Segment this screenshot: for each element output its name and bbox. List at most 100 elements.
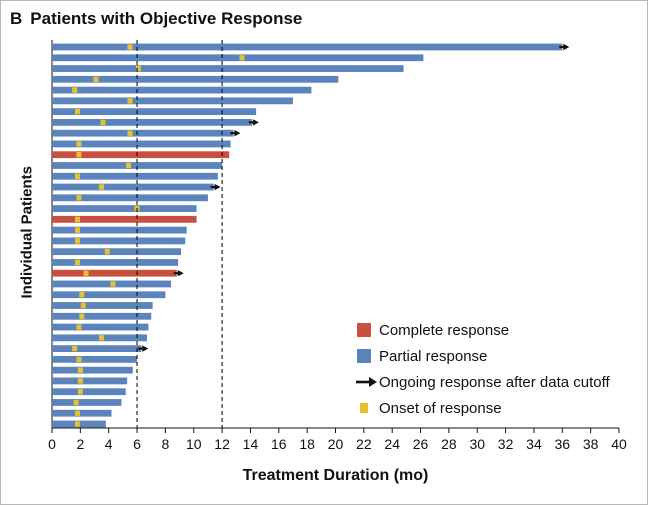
panel-title: B Patients with Objective Response [10, 9, 302, 29]
patient-bar [52, 248, 181, 256]
onset-marker [127, 98, 133, 104]
x-tick-label: 28 [441, 436, 457, 452]
legend-label-onset: Onset of response [379, 399, 502, 417]
x-tick-label: 18 [299, 436, 315, 452]
patient-bar [52, 162, 223, 169]
onset-marker [93, 76, 99, 83]
x-tick-label: 30 [469, 436, 485, 452]
patient-bar [52, 172, 218, 180]
patient-bar [52, 108, 257, 116]
onset-marker [75, 227, 81, 233]
onset-marker [83, 270, 89, 276]
onset-marker [76, 356, 82, 363]
x-tick-label: 6 [133, 436, 141, 452]
x-axis-label: Treatment Duration (mo) [242, 467, 429, 484]
legend-item-onset: Onset of response [355, 395, 640, 421]
onset-marker [99, 184, 105, 190]
x-tick-label: 12 [214, 436, 230, 452]
legend-item-ongoing: Ongoing response after data cutoff [355, 369, 640, 395]
onset-marker [127, 44, 133, 50]
patient-bar [52, 366, 133, 374]
onset-marker [100, 119, 106, 126]
patient-bar [52, 291, 166, 299]
onset-marker [76, 195, 82, 201]
legend-item-partial: Partial response [355, 343, 640, 369]
legend-label-ongoing: Ongoing response after data cutoff [379, 373, 610, 391]
patient-bar [52, 399, 122, 406]
onset-marker [75, 238, 81, 244]
onset-marker [77, 388, 83, 395]
patient-bar [52, 54, 424, 62]
x-tick-label: 20 [328, 436, 344, 452]
x-tick-label: 8 [162, 436, 170, 452]
patient-bar [52, 183, 214, 191]
patient-bar [52, 237, 186, 245]
x-tick-label: 14 [243, 436, 259, 452]
x-tick-label: 32 [498, 436, 514, 452]
onset-marker [135, 65, 141, 72]
onset-marker [79, 313, 85, 319]
patient-bar [52, 377, 128, 385]
patient-bar [52, 269, 177, 277]
patient-bar [52, 119, 252, 126]
x-tick-label: 0 [48, 436, 56, 452]
panel-title-text: Patients with Objective Response [30, 9, 303, 28]
onset-marker [72, 87, 78, 93]
onset-marker [77, 378, 83, 384]
onset-marker [76, 324, 82, 330]
onset-marker [75, 173, 81, 179]
patient-bar [52, 388, 126, 396]
x-tick-label: 10 [186, 436, 202, 452]
patient-bar [52, 194, 208, 202]
x-tick-label: 40 [611, 436, 627, 452]
patient-bar [52, 97, 293, 105]
onset-marker [76, 152, 82, 158]
onset-marker [75, 216, 81, 223]
patient-bar [52, 259, 179, 266]
patient-bar [52, 86, 312, 94]
onset-marker [75, 108, 81, 115]
patient-bar [52, 65, 404, 72]
legend-label-complete: Complete response [379, 321, 510, 339]
onset-marker [75, 259, 81, 266]
panel-letter: B [10, 9, 23, 28]
x-tick-label: 4 [105, 436, 113, 452]
ongoing-arrow-head [177, 270, 184, 277]
onset-marker [80, 302, 86, 309]
ongoing-arrow-icon [356, 377, 377, 387]
onset-marker [75, 421, 81, 427]
ongoing-arrow-head [142, 345, 149, 352]
patient-bar [52, 129, 234, 137]
patient-bar [52, 75, 339, 83]
onset-response-swatch [360, 403, 368, 413]
patient-bar [52, 409, 112, 417]
legend: Complete response Partial response Ongoi… [355, 317, 640, 421]
onset-marker [72, 345, 78, 352]
patient-bar [52, 215, 197, 223]
onset-marker [73, 399, 79, 406]
ongoing-arrow-head [252, 119, 259, 126]
patient-bar [52, 312, 152, 320]
patient-bar [52, 151, 230, 159]
x-tick-label: 36 [555, 436, 571, 452]
onset-marker [99, 335, 105, 341]
x-tick-label: 16 [271, 436, 287, 452]
patient-bar [52, 140, 231, 148]
onset-marker [126, 162, 132, 169]
ongoing-arrow-head [563, 43, 570, 51]
patient-bar [52, 205, 197, 212]
patient-bar [52, 302, 153, 309]
partial-response-swatch [357, 349, 371, 363]
x-tick-label: 26 [413, 436, 429, 452]
ongoing-arrow-head [214, 183, 221, 191]
legend-label-partial: Partial response [379, 347, 488, 365]
onset-marker [104, 248, 110, 255]
patient-bar [52, 355, 138, 363]
onset-marker [110, 281, 116, 287]
onset-marker [75, 410, 81, 416]
legend-item-complete: Complete response [355, 317, 640, 343]
x-tick-label: 22 [356, 436, 372, 452]
x-tick-label: 24 [384, 436, 400, 452]
